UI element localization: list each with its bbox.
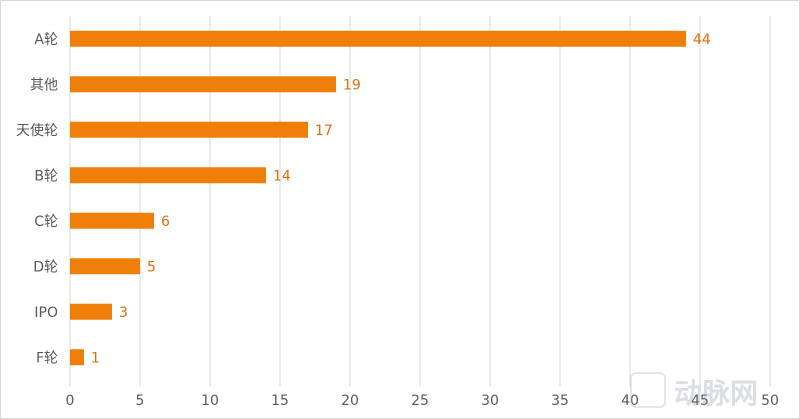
data-label: 1 — [91, 350, 100, 366]
data-label: 44 — [693, 32, 711, 48]
category-label: 其他 — [30, 77, 58, 93]
x-tick-label: 15 — [271, 393, 289, 409]
bar — [70, 167, 266, 184]
bar — [70, 349, 84, 366]
data-label: 19 — [343, 77, 361, 93]
data-label: 14 — [273, 168, 291, 184]
x-tick-label: 45 — [691, 393, 709, 409]
category-label: B轮 — [34, 168, 58, 184]
category-label: A轮 — [34, 32, 58, 48]
x-tick-label: 40 — [621, 393, 639, 409]
x-tick-label: 50 — [761, 393, 779, 409]
data-label: 5 — [147, 259, 156, 275]
bar — [70, 30, 686, 47]
x-tick-label: 0 — [66, 393, 75, 409]
bar — [70, 212, 154, 229]
x-tick-label: 20 — [341, 393, 359, 409]
bar — [70, 121, 308, 138]
x-tick-label: 30 — [481, 393, 499, 409]
bar — [70, 76, 336, 93]
data-label: 3 — [119, 305, 128, 321]
category-label: C轮 — [34, 214, 58, 230]
category-label: 天使轮 — [16, 122, 58, 139]
category-label: IPO — [34, 305, 58, 321]
x-tick-label: 5 — [136, 393, 145, 409]
data-label: 6 — [161, 214, 170, 230]
category-label: D轮 — [33, 259, 58, 275]
x-tick-label: 10 — [201, 393, 219, 409]
x-tick-label: 25 — [411, 393, 429, 409]
bar — [70, 258, 140, 275]
x-tick-label: 35 — [551, 393, 569, 409]
category-label: F轮 — [36, 350, 58, 366]
bar — [70, 303, 112, 320]
data-label: 17 — [315, 123, 333, 139]
